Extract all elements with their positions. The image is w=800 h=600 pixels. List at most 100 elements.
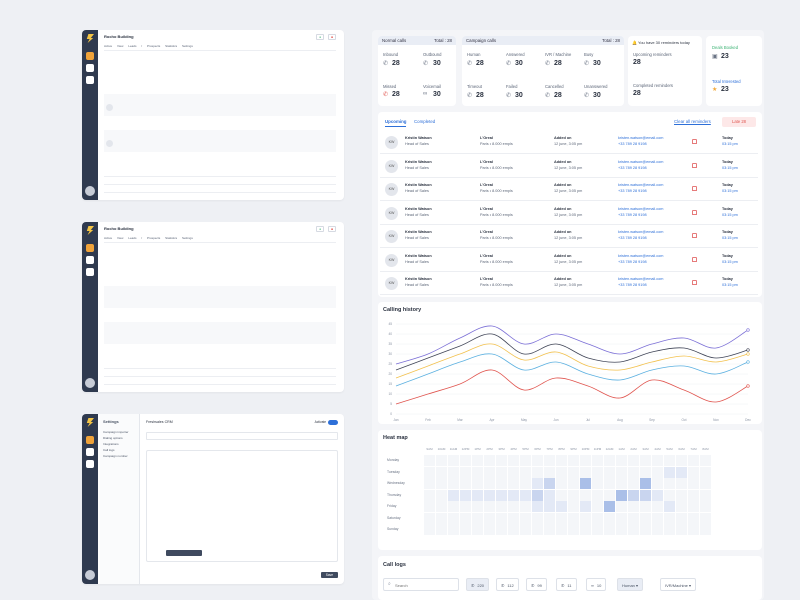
heatmap-cell[interactable] [592, 478, 603, 489]
activate-toggle[interactable] [328, 420, 338, 425]
heatmap-cell[interactable] [580, 524, 591, 535]
heatmap-cell[interactable] [460, 524, 471, 535]
heatmap-cell[interactable] [688, 512, 699, 524]
search-input[interactable] [395, 581, 455, 589]
heatmap-cell[interactable] [652, 466, 663, 478]
heatmap-cell[interactable] [616, 501, 627, 512]
heatmap-cell[interactable] [568, 512, 579, 524]
heatmap-cell[interactable] [652, 478, 663, 489]
reminder-row[interactable]: KW Kristin Watson Head of Sales L'Oreal Pari… [380, 178, 758, 201]
bell-icon[interactable] [692, 139, 697, 144]
heatmap-cell[interactable] [484, 512, 495, 524]
heatmap-cell[interactable] [424, 489, 435, 501]
heatmap-cell[interactable] [568, 524, 579, 535]
bell-icon[interactable] [692, 233, 697, 238]
heatmap-cell[interactable] [688, 501, 699, 512]
contact-phone[interactable]: +33 789 28 9198 [618, 165, 647, 170]
heatmap-cell[interactable] [580, 455, 591, 466]
heatmap-cell[interactable] [520, 466, 531, 478]
heatmap-cell[interactable] [460, 478, 471, 489]
heatmap-cell[interactable] [556, 501, 567, 512]
heatmap-cell[interactable] [496, 478, 507, 489]
heatmap-cell[interactable] [424, 478, 435, 489]
heatmap-cell[interactable] [484, 478, 495, 489]
heatmap-cell[interactable] [676, 501, 687, 512]
heatmap-cell[interactable] [604, 501, 615, 512]
heatmap-cell[interactable] [448, 524, 459, 535]
heatmap-cell[interactable] [448, 466, 459, 478]
url-field[interactable] [146, 432, 338, 440]
heatmap-cell[interactable] [448, 501, 459, 512]
heatmap-cell[interactable] [472, 466, 483, 478]
heatmap-cell[interactable] [664, 501, 675, 512]
heatmap-cell[interactable] [520, 501, 531, 512]
heatmap-cell[interactable] [556, 455, 567, 466]
avatar[interactable] [85, 378, 95, 388]
call-filter-phone-out[interactable]: ✆ 99 [526, 578, 547, 591]
heatmap-cell[interactable] [508, 501, 519, 512]
heatmap-cell[interactable] [640, 478, 651, 489]
heatmap-cell[interactable] [676, 466, 687, 478]
call-filter-phone-missed[interactable]: ✆ 11 [556, 578, 577, 591]
heatmap-cell[interactable] [424, 466, 435, 478]
heatmap-cell[interactable] [508, 512, 519, 524]
heatmap-cell[interactable] [472, 512, 483, 524]
add-field-button[interactable] [166, 550, 202, 556]
heatmap-cell[interactable] [700, 455, 711, 466]
menu-item[interactable]: Campaign number [103, 454, 128, 458]
heatmap-cell[interactable] [544, 455, 555, 466]
heatmap-cell[interactable] [436, 478, 447, 489]
heatmap-cell[interactable] [496, 466, 507, 478]
heatmap-cell[interactable] [472, 501, 483, 512]
heatmap-cell[interactable] [496, 501, 507, 512]
heatmap-cell[interactable] [592, 512, 603, 524]
human-filter[interactable]: Human ▾ [617, 578, 644, 591]
contact-email[interactable]: kristen.watson@email.com [618, 206, 664, 211]
heatmap-cell[interactable] [664, 466, 675, 478]
heatmap-cell[interactable] [436, 489, 447, 501]
contact-phone[interactable]: +33 789 28 9198 [618, 283, 647, 287]
heatmap-cell[interactable] [688, 478, 699, 489]
nav-settings-icon[interactable] [86, 268, 94, 276]
heatmap-cell[interactable] [532, 478, 543, 489]
reminder-row[interactable]: KW Kristin Watson Head of Sales L'Oreal Pari… [380, 131, 758, 154]
heatmap-cell[interactable] [628, 466, 639, 478]
contact-phone[interactable]: +33 789 28 9198 [618, 142, 647, 146]
heatmap-cell[interactable] [580, 512, 591, 524]
heatmap-cell[interactable] [628, 489, 639, 501]
heatmap-cell[interactable] [544, 512, 555, 524]
heatmap-cell[interactable] [628, 501, 639, 512]
heatmap-cell[interactable] [472, 478, 483, 489]
heatmap-cell[interactable] [640, 512, 651, 524]
contact-phone[interactable]: +33 789 28 9198 [618, 259, 647, 264]
heatmap-cell[interactable] [604, 466, 615, 478]
heatmap-cell[interactable] [520, 524, 531, 535]
bell-icon[interactable] [692, 186, 697, 191]
heatmap-cell[interactable] [700, 501, 711, 512]
heatmap-cell[interactable] [676, 524, 687, 535]
heatmap-cell[interactable] [664, 512, 675, 524]
heatmap-cell[interactable] [640, 455, 651, 466]
nav-calls-icon[interactable] [86, 448, 94, 456]
contact-email[interactable]: kristen.watson@email.com [618, 136, 664, 140]
heatmap-cell[interactable] [520, 455, 531, 466]
heatmap-cell[interactable] [628, 455, 639, 466]
avatar[interactable] [85, 186, 95, 196]
reminder-row[interactable]: KW Kristin Watson Head of Sales L'Oreal Pari… [380, 225, 758, 248]
call-filter-voicemail[interactable]: ∞ 10 [586, 578, 607, 591]
contact-phone[interactable]: +33 789 28 9198 [618, 212, 647, 217]
heatmap-cell[interactable] [508, 455, 519, 466]
contact-email[interactable]: kristen.watson@email.com [618, 230, 664, 234]
heatmap-cell[interactable] [532, 489, 543, 501]
heatmap-cell[interactable] [640, 524, 651, 535]
menu-item[interactable]: Campaign importer [103, 430, 129, 434]
heatmap-cell[interactable] [700, 524, 711, 535]
heatmap-cell[interactable] [436, 512, 447, 524]
menu-item[interactable]: Integrations [103, 442, 119, 446]
contact-phone[interactable]: +33 789 28 9198 [618, 189, 647, 193]
heatmap-cell[interactable] [556, 524, 567, 535]
heatmap-cell[interactable] [544, 489, 555, 501]
heatmap-cell[interactable] [520, 512, 531, 524]
heatmap-cell[interactable] [556, 489, 567, 501]
heatmap-cell[interactable] [616, 524, 627, 535]
